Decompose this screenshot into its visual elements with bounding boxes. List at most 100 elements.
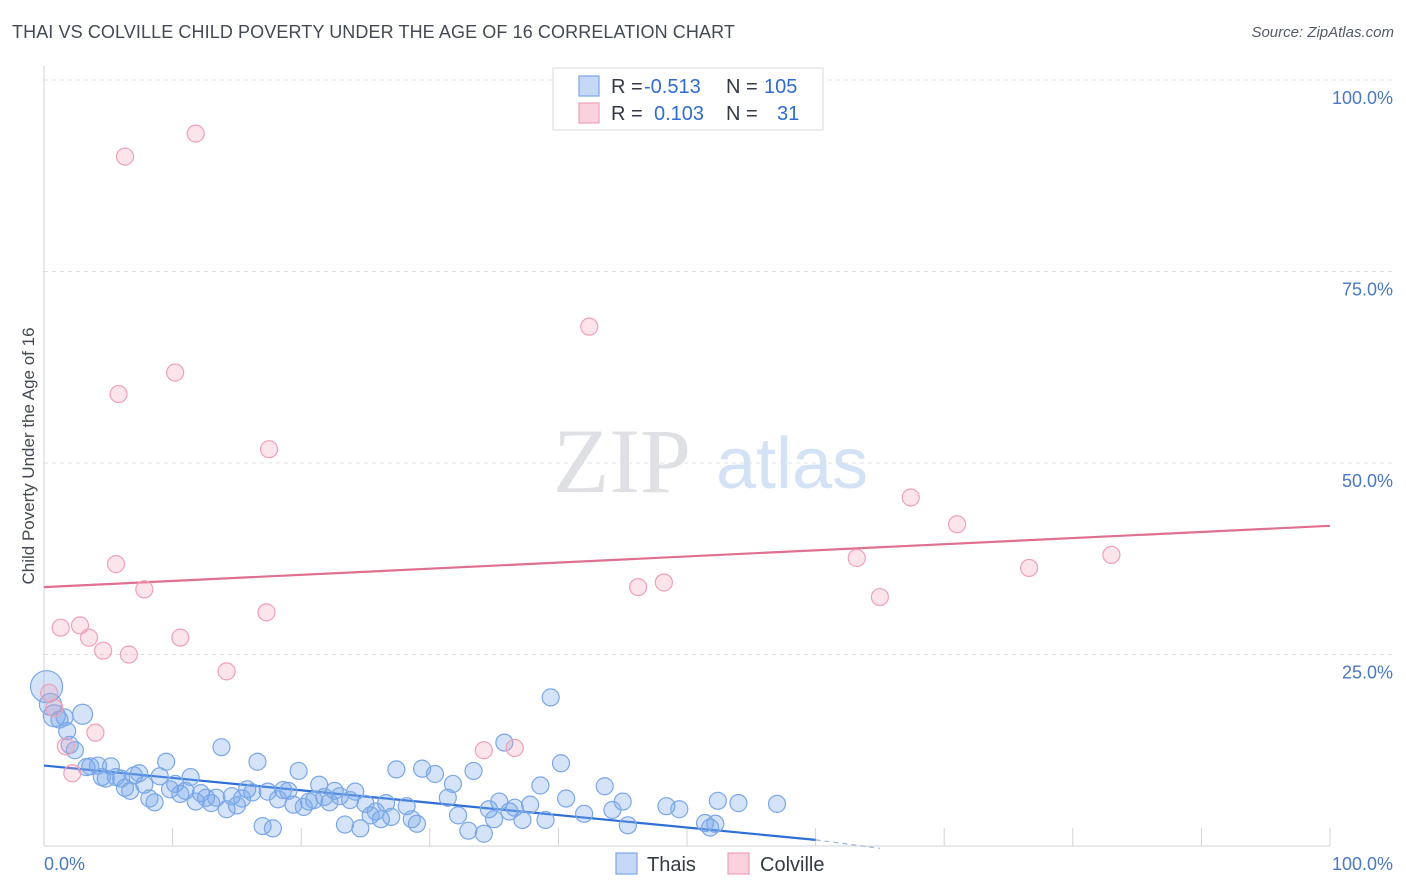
chart-title: THAI VS COLVILLE CHILD POVERTY UNDER THE… (12, 22, 735, 42)
bottom-legend-swatch-colville (727, 852, 750, 875)
point-thais (708, 791, 727, 810)
point-thais (263, 819, 283, 838)
point-thais (279, 781, 298, 800)
point-colville (63, 764, 82, 783)
point-colville (45, 699, 64, 718)
point-colville (947, 515, 967, 534)
point-thais (232, 789, 252, 808)
point-thais (294, 797, 313, 817)
point-thais (315, 787, 334, 807)
point-thais (335, 815, 355, 834)
point-thais (474, 824, 493, 843)
point-thais (157, 752, 176, 771)
point-colville (654, 573, 673, 592)
point-colville (135, 580, 154, 599)
legend-r-value-colville: 0.103 (654, 103, 704, 125)
bottom-legend: Thais Colville (615, 852, 824, 876)
point-thais (448, 806, 468, 825)
legend-r-label-thais: R = (611, 76, 643, 98)
point-colville (40, 683, 59, 702)
tick-labels: 100.0% 75.0% 50.0% 25.0% 0.0% 100.0% (44, 88, 1393, 874)
point-thais (135, 775, 154, 794)
point-thais (351, 819, 370, 838)
y-axis-label: Child Poverty Under the Age of 16 (19, 327, 38, 584)
point-colville (1019, 558, 1039, 578)
point-thais (289, 761, 308, 781)
point-thais (65, 741, 84, 760)
legend-n-value-colville: 31 (777, 103, 799, 125)
point-thais (495, 733, 514, 752)
point-thais (595, 777, 614, 796)
point-colville (56, 737, 75, 756)
point-thais (325, 781, 344, 800)
point-thais (274, 780, 293, 800)
legend-n-value-thais: 105 (764, 76, 797, 98)
trend-lines (43, 524, 1331, 849)
point-colville (259, 440, 279, 459)
gridlines (44, 79, 1392, 655)
point-thais (346, 782, 365, 801)
x-tick-label: 0.0% (44, 854, 85, 874)
x-tick-label: 100.0% (1332, 854, 1393, 874)
point-thais (320, 793, 339, 812)
source-credit: Source: ZipAtlas.com (1251, 24, 1394, 41)
point-thais (101, 757, 120, 776)
bottom-legend-swatch-thais (615, 852, 638, 875)
point-colville (166, 363, 185, 382)
trend-line-colville (43, 524, 1331, 589)
point-colville (580, 317, 599, 336)
point-colville (86, 723, 105, 742)
legend-swatch-colville (578, 102, 600, 124)
point-thais (248, 752, 267, 771)
point-thais (729, 794, 748, 813)
y-tick-label: 25.0% (1342, 663, 1393, 683)
point-colville (94, 641, 113, 660)
point-colville (171, 628, 190, 647)
point-colville (847, 548, 866, 568)
point-thais (181, 767, 200, 787)
point-thais (202, 794, 221, 813)
point-thais (160, 780, 180, 799)
point-thais (166, 774, 185, 794)
point-thais (575, 804, 594, 823)
point-thais (459, 821, 478, 840)
point-thais (58, 721, 77, 741)
point-thais (443, 774, 463, 794)
point-thais (513, 810, 532, 830)
point-thais (438, 788, 457, 807)
point-thais (243, 783, 262, 802)
point-colville (901, 488, 920, 507)
trend-line-thais-extension (815, 839, 880, 849)
point-thais (479, 800, 499, 819)
point-thais (71, 703, 94, 725)
point-thais (130, 764, 149, 783)
point-colville (474, 741, 493, 760)
point-thais (767, 794, 787, 813)
point-thais (407, 814, 427, 833)
point-colville (70, 616, 90, 635)
point-thais (425, 764, 445, 784)
legend-n-label-colville: N = (726, 103, 758, 125)
point-thais (238, 780, 257, 799)
point-thais (212, 738, 231, 757)
legend: R = -0.513 N = 105 R = 0.103 N = 31 (552, 67, 824, 131)
bottom-legend-label-thais: Thais (647, 854, 696, 876)
point-colville (109, 384, 128, 404)
watermark-atlas: atlas (716, 424, 868, 504)
point-colville (217, 662, 236, 681)
point-thais (464, 761, 483, 781)
point-thais (207, 788, 226, 807)
axes (43, 66, 1331, 847)
data-points (29, 124, 1121, 843)
point-thais (706, 814, 725, 833)
point-thais (485, 810, 504, 829)
point-thais (382, 807, 401, 826)
point-colville (79, 628, 99, 647)
point-thais (81, 757, 100, 776)
point-thais (145, 793, 164, 812)
point-colville (1102, 545, 1121, 565)
bottom-legend-label-colville: Colville (760, 854, 824, 876)
legend-r-label-colville: R = (611, 103, 643, 125)
point-thais (387, 760, 406, 779)
